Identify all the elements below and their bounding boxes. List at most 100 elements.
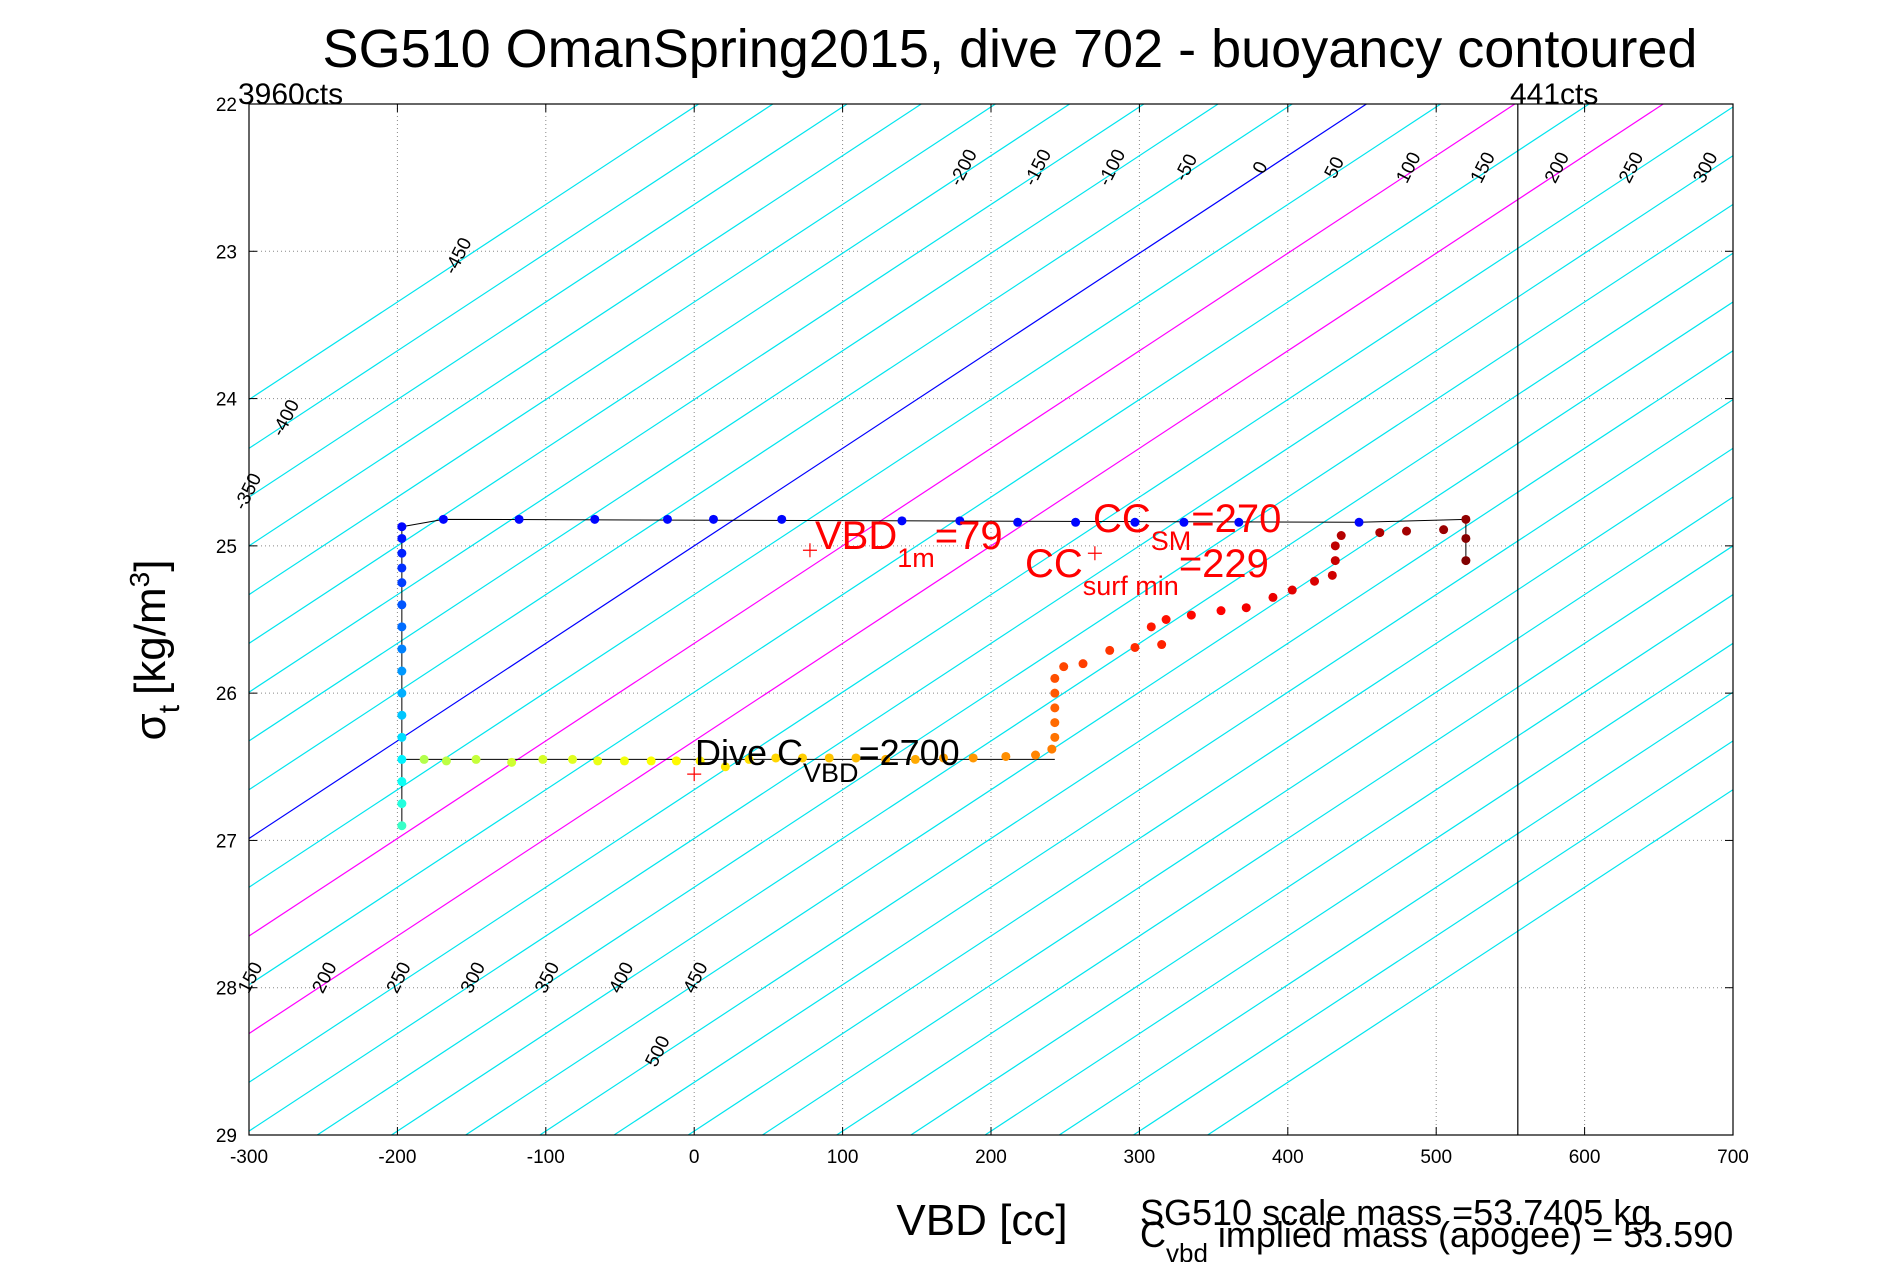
trace-point — [1402, 526, 1412, 536]
trace-point — [1031, 750, 1041, 760]
trace-point — [720, 762, 730, 772]
contour-line — [909, 593, 1733, 1135]
contour-line — [249, 104, 1294, 791]
contour-line — [249, 104, 997, 596]
y-tick-label: 28 — [216, 979, 237, 1000]
contour-label-top: -350 — [230, 470, 266, 513]
trace-point — [507, 757, 517, 767]
trace-point — [1013, 517, 1023, 527]
trace-point — [397, 754, 407, 764]
x-tick-label: -300 — [230, 1147, 268, 1168]
chart-title: SG510 OmanSpring2015, dive 702 - buoyanc… — [323, 19, 1698, 79]
contour-line — [390, 252, 1733, 1135]
x-tick-label: 400 — [1272, 1147, 1304, 1168]
annotation-cc-surf-min: CCsurf min=229 — [1025, 542, 1269, 601]
trace-point — [1330, 556, 1340, 566]
svg-text:σt[kg/m3]: σt[kg/m3] — [124, 560, 186, 741]
marker-plus — [802, 543, 817, 558]
contour-line — [249, 104, 1071, 645]
trace-point — [1146, 622, 1156, 632]
trace-point — [397, 732, 407, 742]
trace-point — [397, 777, 407, 787]
trace-point — [824, 753, 834, 763]
trace-point — [397, 522, 407, 532]
contour-label-top: -200 — [946, 146, 982, 189]
contour-line — [249, 104, 923, 547]
contour-label-top: 0 — [1249, 158, 1273, 177]
trace-point — [968, 753, 978, 763]
contour-line — [249, 104, 1591, 986]
trace-point — [851, 753, 861, 763]
contour-label-bottom: 150 — [234, 959, 267, 997]
markers — [687, 543, 1102, 782]
trace-point — [662, 514, 672, 524]
trace-point — [514, 514, 524, 524]
contour-line — [249, 104, 1368, 840]
cts-label-left: 3960cts — [238, 78, 343, 111]
trace-point — [1050, 673, 1060, 683]
contour-line — [538, 350, 1733, 1135]
trace-point — [881, 754, 891, 764]
contour-line — [1058, 691, 1733, 1135]
trace-point — [1050, 703, 1060, 713]
contour-label-top: -400 — [268, 396, 304, 439]
contour-line — [835, 545, 1733, 1135]
trace-point — [1234, 517, 1244, 527]
contour-label-top: -100 — [1094, 146, 1130, 189]
trace-point — [568, 754, 578, 764]
trace-point — [1047, 744, 1057, 754]
y-tick-label: 29 — [216, 1126, 237, 1147]
trace-point — [619, 756, 629, 766]
trace-point — [671, 756, 681, 766]
trace-point — [397, 533, 407, 543]
trace-point — [1050, 718, 1060, 728]
contour-line — [249, 104, 774, 450]
trace-point — [1354, 517, 1364, 527]
trace-point — [590, 514, 600, 524]
trace-point — [1071, 517, 1081, 527]
trace-point — [1179, 517, 1189, 527]
annotation-cc-sm: CCSM=270 — [1093, 497, 1281, 556]
trace-point — [1241, 603, 1251, 613]
trace-point — [397, 710, 407, 720]
contour-line — [249, 104, 700, 401]
marker-plus — [687, 767, 702, 782]
trace-point — [1461, 514, 1471, 524]
trace-point — [1461, 556, 1471, 566]
contour-label-top: -450 — [440, 234, 476, 277]
contour-line — [249, 154, 1733, 1132]
contour-line — [249, 104, 849, 498]
trace-point — [397, 600, 407, 610]
trace-point — [1105, 645, 1115, 655]
trace-point — [441, 756, 451, 766]
x-tick-label: 0 — [689, 1147, 700, 1168]
contour-line — [761, 496, 1733, 1135]
trace-point — [538, 754, 548, 764]
trace-point — [939, 753, 949, 763]
trace-point — [1375, 528, 1385, 538]
contour-line — [316, 203, 1733, 1135]
y-tick-label: 27 — [216, 831, 237, 852]
trace-point — [397, 622, 407, 632]
y-tick-label: 25 — [216, 537, 237, 558]
y-axis-label: σt[kg/m3] — [124, 560, 186, 741]
trace-point — [397, 821, 407, 831]
contour-line — [687, 447, 1733, 1135]
trace-point — [955, 516, 965, 526]
x-tick-label: 100 — [827, 1147, 859, 1168]
contour-line — [983, 642, 1733, 1135]
trace-point — [910, 754, 920, 764]
trace-point — [1161, 615, 1171, 624]
footer-scale-mass: SG510 scale mass =53.7405 kg — [1140, 1192, 1651, 1233]
trace-point — [1268, 592, 1278, 602]
trace-point — [419, 754, 429, 764]
trace-point — [1439, 525, 1449, 535]
trace-point — [1327, 570, 1337, 580]
trace-point — [397, 644, 407, 654]
trace-point — [397, 799, 407, 809]
trace-point — [1050, 688, 1060, 698]
trace-point — [1059, 662, 1069, 672]
trace-point — [1330, 541, 1340, 551]
